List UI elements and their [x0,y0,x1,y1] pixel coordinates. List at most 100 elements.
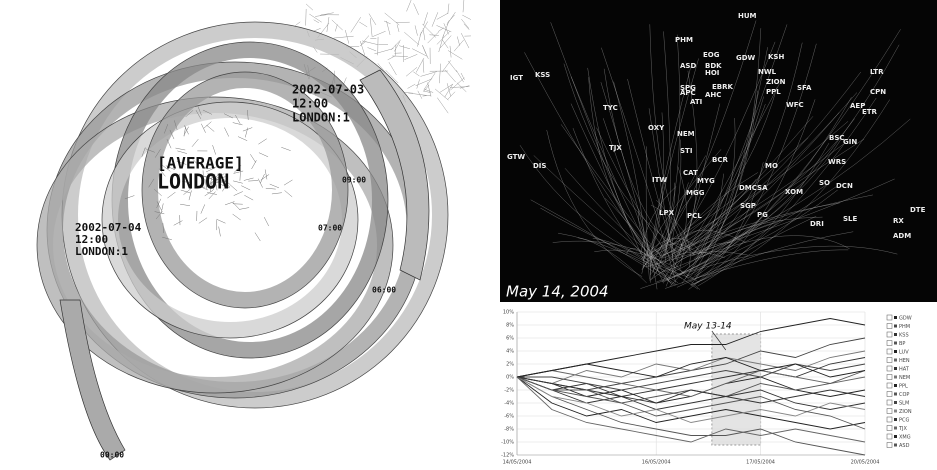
legend-label: ASD [899,443,910,449]
legend-checkbox [887,349,892,354]
y-tick-label: -10% [501,440,514,446]
ticker: DTE [910,206,926,214]
legend-label: PCG [899,418,910,424]
ticker: ITW [652,176,667,184]
legend-label: KSS [899,333,909,339]
legend-label: NEM [899,375,910,381]
ticker: HUM [738,12,757,20]
ticker: DCN [836,182,853,190]
ticker: DIS [533,162,546,170]
ticker: SPG [680,84,696,92]
legend-label: PHM [899,324,910,330]
ticker: EBRK [712,83,734,91]
legend-checkbox [887,409,892,414]
legend-checkbox [887,341,892,346]
spiral-label: 07:00 [318,224,342,233]
legend-swatch [894,393,897,396]
ticker: LTR [870,68,884,76]
legend-swatch [894,384,897,387]
ticker: SFA [797,84,812,92]
ticker: CAT [683,169,698,177]
legend-swatch [894,435,897,438]
spiral-label: 12:00 [292,97,328,111]
x-tick-label: 16/05/2004 [642,460,671,466]
ticker: ADM [893,232,911,240]
spiral-label: 06:00 [372,286,396,295]
legend-checkbox [887,383,892,388]
legend-swatch [894,359,897,362]
ticker: ETR [862,108,878,116]
ticker: SGP [740,202,756,210]
ticker: MO [765,162,778,170]
x-tick-label: 17/05/2004 [746,460,775,466]
legend-checkbox [887,443,892,448]
y-tick-label: 6% [506,336,514,342]
ticker: KSH [768,53,784,61]
ticker: IGT [510,74,523,82]
ticker: WFC [786,101,804,109]
ticker: GTW [507,153,525,161]
legend-checkbox [887,375,892,380]
legend-swatch [894,444,897,447]
ticker: PG [757,211,768,219]
legend-swatch [894,367,897,370]
ticker: EOG [703,51,720,59]
spiral-label: LONDON:1 [292,111,350,125]
ticker: DMCSA [739,184,768,192]
legend-swatch [894,427,897,430]
ticker: MGG [686,189,705,197]
annotation: May 13-14 [684,322,732,332]
legend-swatch [894,325,897,328]
x-tick-label: 20/05/2004 [851,460,880,466]
spiral-label: LONDON:1 [75,245,128,258]
legend-checkbox [887,315,892,320]
ticker: HOI [705,69,719,77]
legend-checkbox [887,358,892,363]
ticker: SO [819,179,830,187]
legend-label: SLM [899,401,909,407]
legend-label: COP [899,392,909,398]
ticker: ZION [766,78,786,86]
ticker: XOM [785,188,803,196]
ticker: SLE [843,215,858,223]
y-tick-label: -6% [504,414,514,420]
spiral-label: 00:00 [100,451,124,460]
legend-swatch [894,333,897,336]
y-tick-label: -8% [504,427,514,433]
y-tick-label: -12% [501,453,514,459]
highlight [712,334,761,445]
ticker: STI [680,147,692,155]
legend-label: BP [899,341,905,347]
legend-swatch [894,401,897,404]
legend-swatch [894,316,897,319]
legend-checkbox [887,366,892,371]
legend-label: HAT [899,367,910,373]
ticker: ASD [680,62,696,70]
legend-label: PPL [899,384,908,390]
spiral-label: 09:00 [342,176,366,185]
ticker: ATI [690,98,702,106]
ticker: RX [893,217,904,225]
legend-label: LUV [899,350,909,356]
ticker: GDW [736,54,756,62]
ticker: TJX [609,144,622,152]
legend-label: HEN [899,358,910,364]
y-tick-label: 2% [506,362,514,368]
ticker: WRS [828,158,846,166]
ticker: TYC [603,104,618,112]
ticker: DRI [810,220,824,228]
legend-checkbox [887,426,892,431]
legend-checkbox [887,400,892,405]
legend-swatch [894,376,897,379]
ticker: CPN [870,88,886,96]
legend-checkbox [887,332,892,337]
ticker: PHM [675,36,693,44]
legend-checkbox [887,434,892,439]
ticker: NWL [758,68,777,76]
ticker: KSS [535,71,550,79]
legend-label: ZION [899,409,912,415]
ticker: MYG [697,177,715,185]
legend-checkbox [887,324,892,329]
figure: [AVERAGE]LONDON2002-07-0312:00LONDON:120… [0,0,937,470]
ticker: PCL [687,212,702,220]
